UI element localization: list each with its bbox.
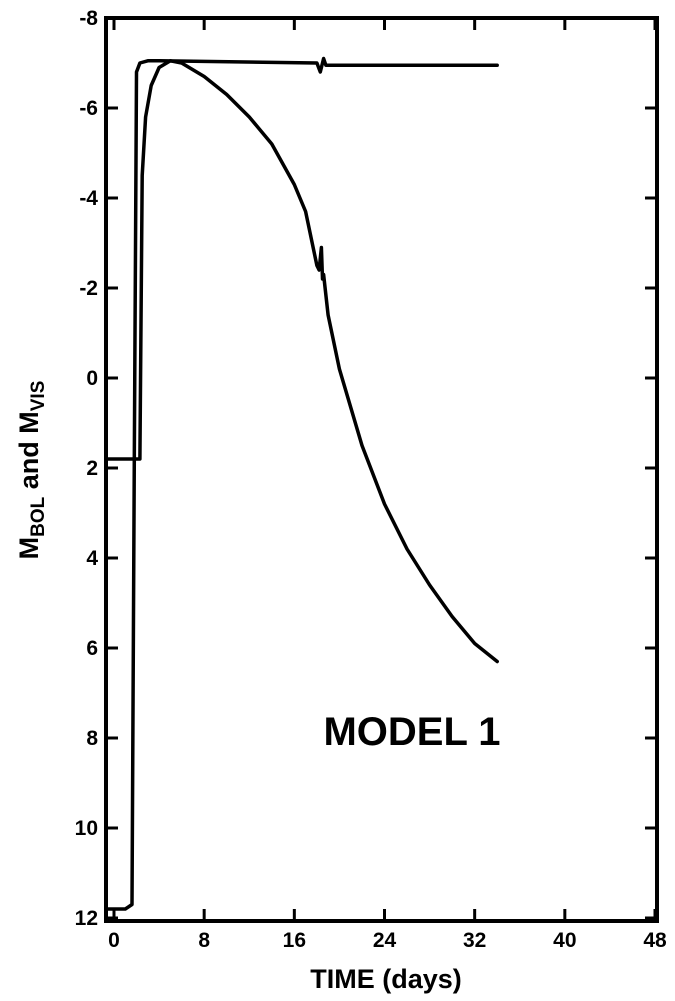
y-tick-label: 0 bbox=[86, 367, 98, 390]
y-tick-label: 12 bbox=[75, 907, 98, 930]
y-axis-title-m-vis: M bbox=[14, 411, 44, 434]
x-tick-label: 48 bbox=[643, 929, 667, 952]
y-tick-label: 6 bbox=[86, 637, 98, 660]
x-axis-title: TIME (days) bbox=[310, 964, 462, 994]
x-tick-label: 0 bbox=[108, 929, 120, 952]
y-tick-label: 2 bbox=[86, 457, 98, 480]
y-axis-title-m-bol: M bbox=[14, 537, 44, 560]
y-tick-label: -6 bbox=[79, 97, 98, 120]
model-annotation: MODEL 1 bbox=[323, 710, 500, 754]
y-axis-title-and: and bbox=[14, 434, 44, 497]
y-axis-title-sub-vis: VIS bbox=[28, 381, 49, 412]
y-tick-label: 10 bbox=[75, 817, 98, 840]
y-tick-label: 8 bbox=[86, 727, 98, 750]
plot-frame bbox=[104, 16, 659, 923]
x-tick-label: 8 bbox=[198, 929, 210, 952]
x-tick-label: 16 bbox=[283, 929, 306, 952]
x-tick-label: 40 bbox=[553, 929, 576, 952]
x-tick-label: 24 bbox=[373, 929, 397, 952]
y-tick-label: -8 bbox=[79, 7, 98, 30]
plot-curves bbox=[106, 56, 499, 911]
y-axis-title-sub-bol: BOL bbox=[28, 496, 49, 537]
y-axis-title: MBOL and MVIS bbox=[14, 381, 49, 560]
y-tick-label: -4 bbox=[79, 187, 98, 210]
y-tick-label: 4 bbox=[86, 547, 98, 570]
y-tick-label: -2 bbox=[79, 277, 98, 300]
series-line-flat bbox=[106, 56, 499, 911]
series-line-decline bbox=[106, 59, 499, 664]
x-tick-label: 32 bbox=[463, 929, 486, 952]
